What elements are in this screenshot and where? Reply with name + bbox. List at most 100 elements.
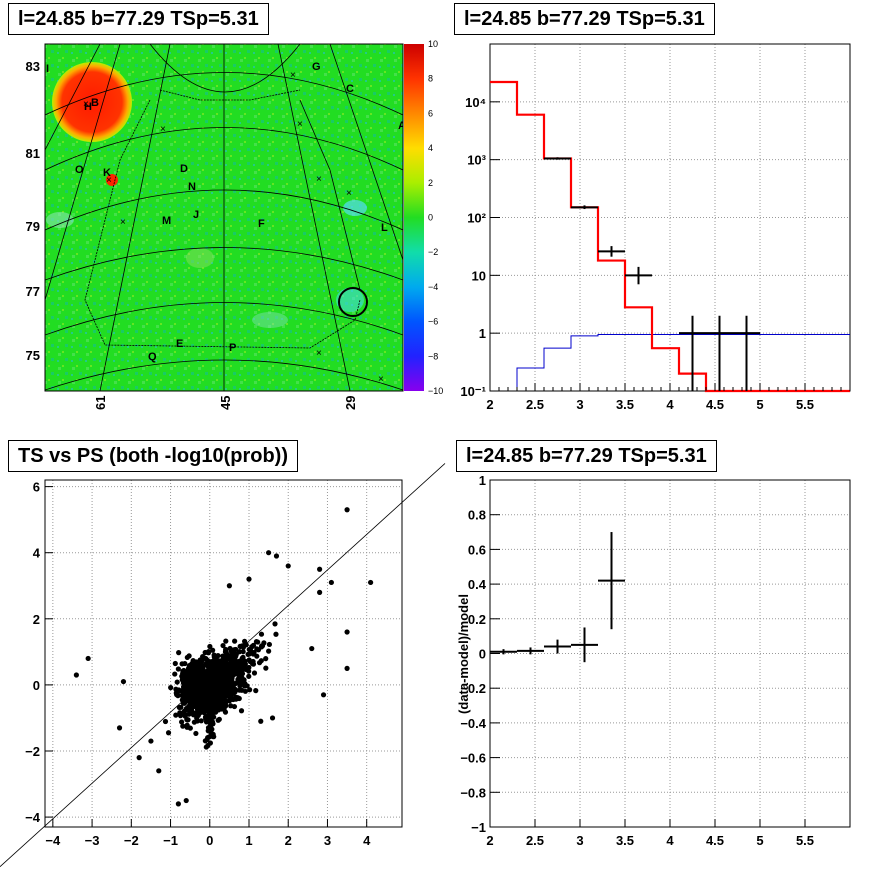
map-y-tick: 77	[26, 284, 40, 299]
scatter-point	[116, 725, 123, 731]
source-label: N	[188, 181, 196, 193]
scatter-panel: −4 −3 −2 −1 0 1 2 3 4 −4 −2 0 2 4 6 TS vs PS (both -lo…	[0, 436, 448, 872]
scatter-y-tick: 2	[33, 612, 40, 627]
residual-y-tick: −0.2	[460, 681, 486, 696]
source-label: G	[312, 61, 321, 73]
colorbar-tick: −10	[428, 386, 443, 396]
colorbar-tick: 0	[428, 213, 433, 223]
residual-y-tick: −0.8	[460, 785, 486, 800]
residual-data-point	[571, 627, 598, 663]
residual-x-tick: 2.5	[526, 833, 544, 848]
residual-panel: 2 2.5 3 3.5 4 4.5 5 5.5 −1 −0.8 −0.6 −0.4 −0.2 0 0.2 0.…	[448, 436, 896, 872]
scatter-y-tick: 6	[33, 480, 40, 495]
residual-y-tick: 1	[479, 473, 486, 488]
scatter-point	[183, 797, 189, 804]
source-label: F	[258, 218, 265, 230]
residual-title: l=24.85 b=77.29 TSp=5.31	[456, 440, 717, 472]
spectrum-panel: 2 2.5 3 3.5 4 4.5 5 5.5 10⁻¹ 1 10 10² 10³ 10⁴ l=24.85…	[448, 0, 896, 436]
scatter-x-tick: 2	[285, 833, 292, 848]
svg-text:×: ×	[290, 70, 296, 81]
scatter-point	[85, 655, 91, 662]
scatter-point	[120, 678, 127, 685]
spectrum-x-tick: 4	[666, 397, 674, 412]
spectrum-data-point	[733, 315, 760, 391]
spectrum-y-tick: 10⁻¹	[460, 384, 486, 399]
svg-text:×: ×	[106, 175, 112, 186]
source-label: J	[193, 209, 199, 221]
source-label: C	[346, 83, 354, 95]
scatter-point	[246, 576, 252, 582]
map-y-tick: 81	[26, 146, 40, 161]
map-y-tick: 75	[26, 348, 40, 363]
scatter-x-tick: −3	[85, 833, 100, 848]
scatter-title: TS vs PS (both -log10(prob))	[8, 440, 298, 472]
residual-y-tick: −1	[471, 820, 486, 835]
colorbar-tick: 10	[428, 39, 438, 49]
spectrum-x-tick: 4.5	[706, 397, 724, 412]
source-label: L	[381, 222, 388, 234]
svg-text:×: ×	[316, 348, 322, 359]
scatter-point	[269, 715, 276, 721]
colorbar-tick: 2	[428, 178, 433, 188]
residual-x-tick: 2	[486, 833, 493, 848]
map-x-tick: 45	[218, 396, 233, 410]
sky-map-title: l=24.85 b=77.29 TSp=5.31	[8, 3, 269, 35]
colorbar-tick: 6	[428, 108, 433, 118]
svg-text:×: ×	[378, 374, 384, 385]
map-y-tick: 83	[26, 59, 40, 74]
spectrum-data-point	[679, 315, 706, 391]
scatter-y-tick: 0	[33, 678, 40, 693]
residual-y-tick: −0.4	[460, 716, 486, 731]
spectrum-x-tick: 3.5	[616, 397, 634, 412]
map-x-tick: 61	[93, 396, 108, 410]
scatter-point	[309, 645, 315, 652]
svg-text:×: ×	[297, 119, 303, 130]
residual-chart: 2 2.5 3 3.5 4 4.5 5 5.5 −1 −0.8 −0.6 −0.4 −0.2 0 0.2 0.…	[456, 473, 851, 848]
residual-data-point	[490, 649, 517, 655]
spectrum-data-point	[625, 266, 652, 285]
residual-x-tick: 4	[666, 833, 674, 848]
scatter-x-tick: 1	[245, 833, 252, 848]
residual-y-tick: 0.8	[468, 508, 486, 523]
residual-y-tick: 0.4	[468, 577, 487, 592]
scatter-point	[285, 563, 291, 569]
source-label: I	[46, 63, 49, 75]
spectrum-y-tick: 10²	[467, 211, 486, 226]
reference-line	[0, 463, 446, 867]
scatter-point	[320, 692, 327, 698]
scatter-cloud	[162, 621, 279, 750]
svg-text:×: ×	[316, 174, 322, 185]
residual-y-tick: 0.2	[468, 612, 486, 627]
residual-x-tick: 5.5	[796, 833, 814, 848]
scatter-point	[258, 718, 264, 724]
scatter-point	[344, 507, 350, 513]
residual-x-tick: 5	[756, 833, 763, 848]
source-label: O	[75, 164, 84, 176]
source-label: E	[176, 338, 183, 350]
svg-text:×: ×	[83, 99, 89, 110]
source-label: A	[398, 120, 406, 132]
scatter-point	[156, 768, 162, 774]
scatter-y-tick: −2	[25, 744, 40, 759]
scatter-x-tick: −2	[124, 833, 139, 848]
spectrum-y-tick: 10⁴	[465, 95, 486, 110]
scatter-point	[136, 755, 142, 761]
svg-text:×: ×	[160, 124, 166, 135]
scatter-point	[368, 579, 374, 586]
spectrum-y-tick: 10³	[467, 153, 486, 168]
colorbar-tick: 8	[428, 74, 433, 84]
scatter-point	[344, 665, 350, 671]
residual-x-tick: 3.5	[616, 833, 634, 848]
spectrum-data-point	[544, 157, 571, 160]
residual-x-tick: 3	[576, 833, 583, 848]
residual-y-label: (data-model)/model	[456, 594, 471, 714]
spectrum-y-tick: 1	[479, 326, 486, 341]
spectrum-x-tick: 5.5	[796, 397, 814, 412]
svg-text:×: ×	[120, 217, 126, 228]
residual-grid	[489, 479, 850, 828]
map-x-tick: 29	[343, 396, 358, 410]
residual-data-point	[517, 647, 544, 655]
scatter-x-tick: 3	[324, 833, 331, 848]
source-label: H	[84, 101, 92, 113]
source-label: P	[229, 342, 236, 354]
